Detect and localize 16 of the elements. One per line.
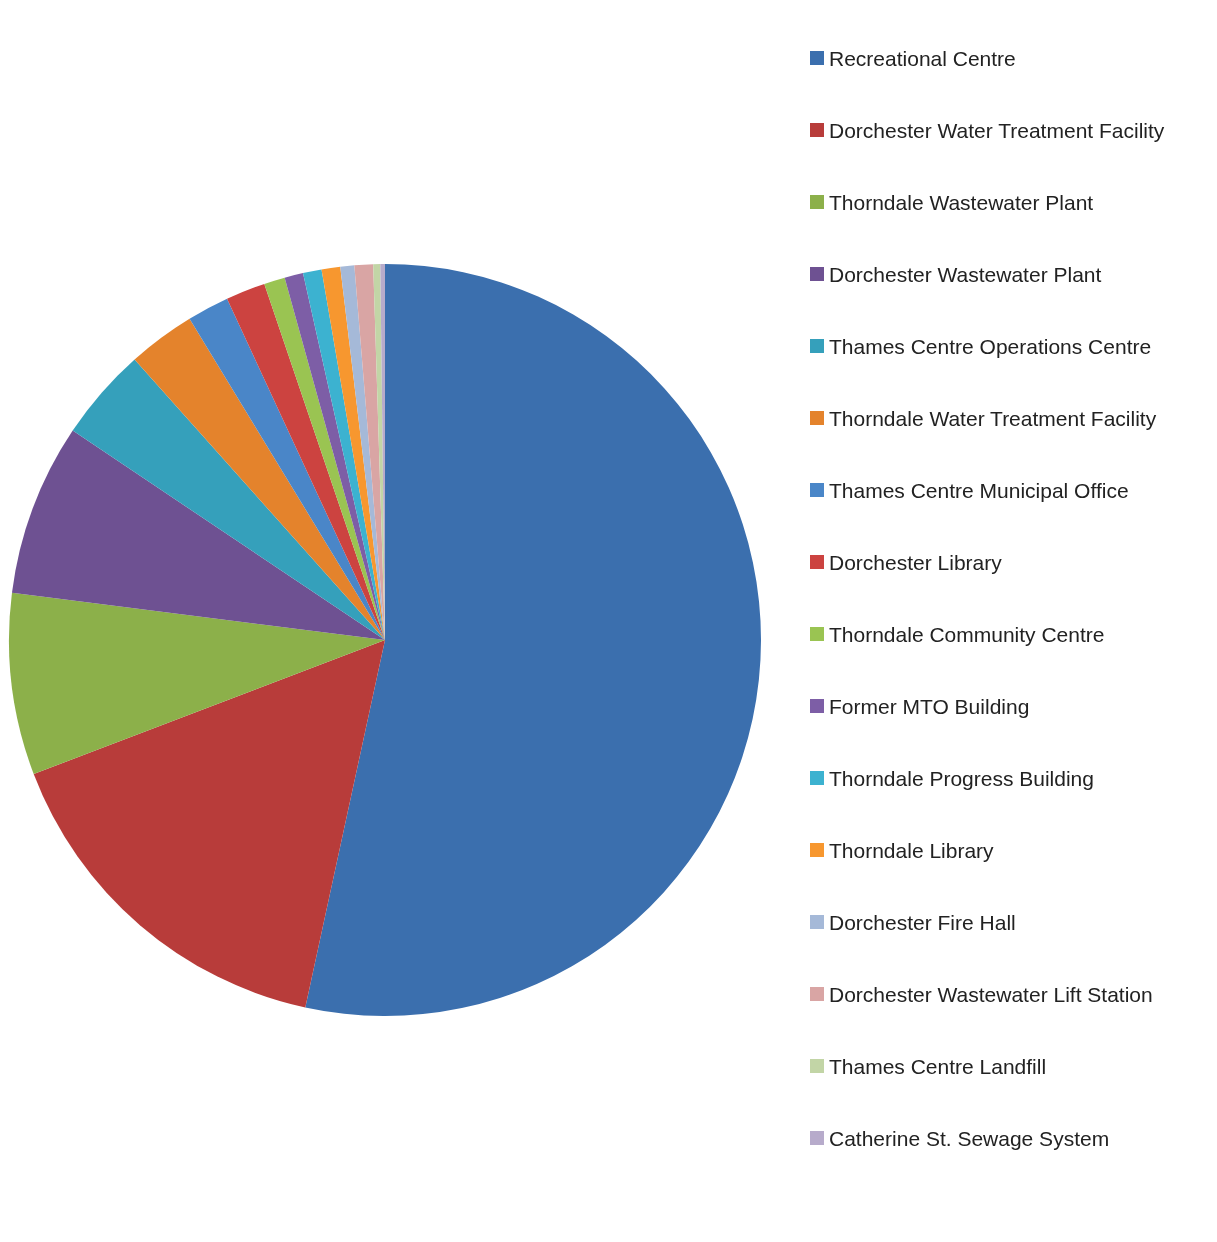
legend-label: Thames Centre Municipal Office [829, 478, 1129, 502]
legend-label: Recreational Centre [829, 46, 1016, 70]
legend-label: Dorchester Water Treatment Facility [829, 118, 1165, 142]
legend-label: Former MTO Building [829, 694, 1030, 718]
legend-label: Dorchester Fire Hall [829, 910, 1016, 934]
legend-label: Thorndale Water Treatment Facility [829, 406, 1157, 430]
legend-label: Dorchester Library [829, 550, 1003, 574]
legend-label: Catherine St. Sewage System [829, 1126, 1110, 1150]
legend-label: Thorndale Wastewater Plant [829, 190, 1094, 214]
legend-label: Thames Centre Landfill [829, 1054, 1047, 1078]
legend-label: Dorchester Wastewater Plant [829, 262, 1102, 286]
legend-label: Dorchester Wastewater Lift Station [829, 982, 1153, 1006]
legend-label: Thames Centre Operations Centre [829, 334, 1152, 358]
legend-label: Thorndale Library [829, 838, 995, 862]
legend-label: Thorndale Community Centre [829, 622, 1105, 646]
legend-label: Thorndale Progress Building [829, 766, 1094, 790]
